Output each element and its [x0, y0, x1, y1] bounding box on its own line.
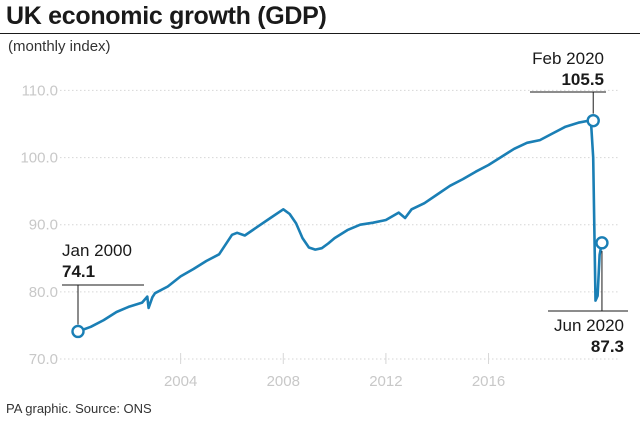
annotation-marker — [586, 113, 600, 128]
annotation-labels: Jan 2000 74.1 Feb 2020 105.5 Jun 2020 87.3 — [62, 49, 624, 356]
x-axis-ticks: 2004 2008 2012 2016 — [164, 353, 505, 390]
x-tick-label: 2016 — [472, 373, 505, 390]
gdp-series-line — [76, 119, 604, 333]
grid-lines — [60, 89, 620, 360]
title-rule — [0, 33, 640, 34]
annotation-markers — [71, 113, 609, 339]
y-tick-label: 70.0 — [29, 351, 58, 368]
annotation-value-label: 74.1 — [62, 262, 95, 281]
annotation-date-label: Jun 2020 — [554, 316, 624, 335]
annotation-marker — [71, 324, 85, 339]
annotation-date-label: Feb 2020 — [532, 49, 604, 68]
source-note: PA graphic. Source: ONS — [6, 401, 152, 416]
y-axis-ticks: 70.0 80.0 90.0 100.0 110.0 — [20, 82, 58, 368]
x-tick-label: 2012 — [369, 373, 402, 390]
x-tick-label: 2004 — [164, 373, 197, 390]
y-tick-label: 80.0 — [29, 284, 58, 301]
annotation-date-label: Jan 2000 — [62, 241, 132, 260]
y-tick-label: 100.0 — [20, 150, 58, 167]
y-tick-label: 110.0 — [22, 82, 58, 99]
annotation-leaders — [62, 91, 628, 325]
chart-title: UK economic growth (GDP) — [6, 2, 327, 30]
y-tick-label: 90.0 — [29, 217, 58, 234]
annotation-marker — [595, 236, 609, 250]
chart-subtitle: (monthly index) — [8, 38, 111, 55]
annotation-value-label: 87.3 — [591, 337, 624, 356]
annotation-value-label: 105.5 — [561, 70, 604, 89]
x-tick-label: 2008 — [267, 373, 300, 390]
